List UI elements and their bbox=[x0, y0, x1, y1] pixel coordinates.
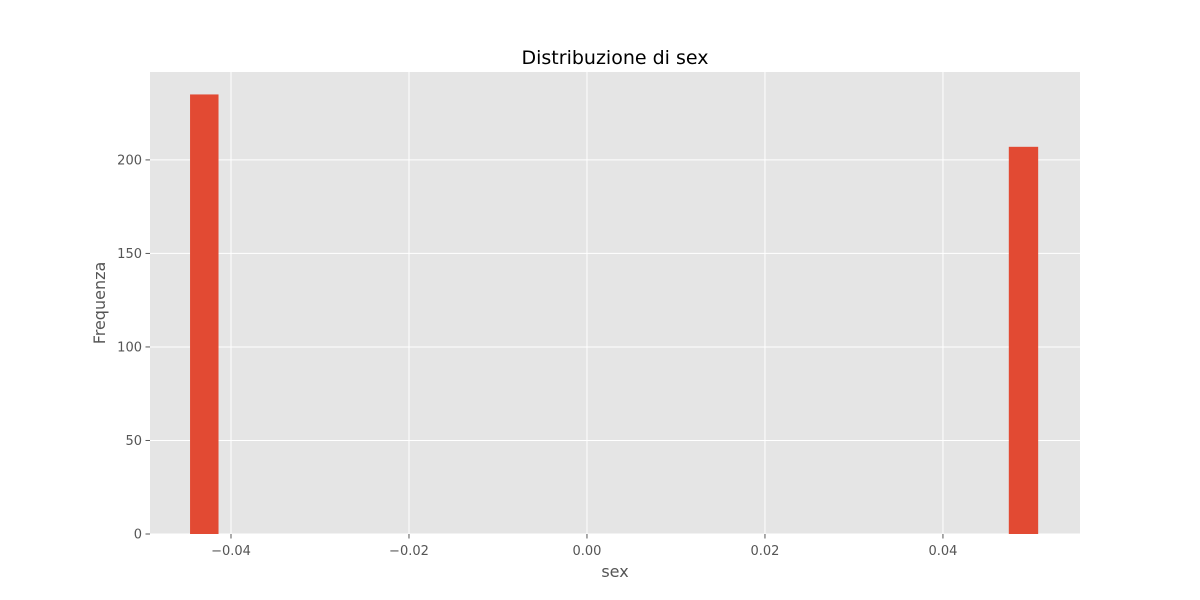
x-tick-label: 0.00 bbox=[572, 544, 601, 559]
axis-ticks: −0.04 −0.02 0.00 0.02 0.04 0 50 100 150 200 bbox=[117, 153, 957, 559]
bars bbox=[190, 94, 1039, 534]
y-tick-label: 200 bbox=[117, 153, 142, 168]
y-tick-label: 50 bbox=[125, 434, 142, 449]
x-tick-label: 0.04 bbox=[928, 544, 957, 559]
chart-title: Distribuzione di sex bbox=[522, 47, 709, 69]
grid-lines bbox=[150, 72, 1080, 535]
y-axis-label: Frequenza bbox=[90, 262, 109, 345]
histogram-bar-2 bbox=[1008, 146, 1039, 534]
x-tick-label: 0.02 bbox=[750, 544, 779, 559]
x-tick-label: −0.02 bbox=[389, 544, 429, 559]
y-tick-label: 0 bbox=[134, 528, 142, 543]
x-axis-label: sex bbox=[601, 562, 628, 581]
x-tick-label: −0.04 bbox=[211, 544, 251, 559]
plot-area bbox=[150, 72, 1080, 534]
y-tick-label: 100 bbox=[117, 340, 142, 355]
histogram-bar-1 bbox=[190, 94, 219, 534]
y-tick-label: 150 bbox=[117, 247, 142, 262]
